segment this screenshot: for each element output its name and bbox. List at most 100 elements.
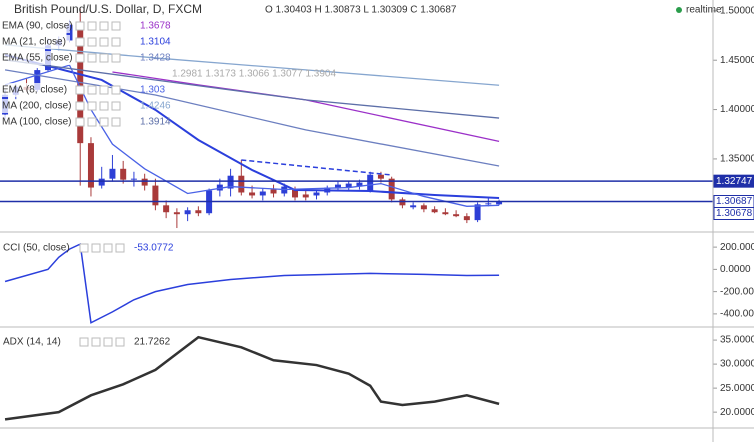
legend-name: EMA (90, close) [2, 21, 73, 32]
candle-body [399, 199, 406, 206]
legend-bg [0, 115, 70, 129]
legend-icon [87, 37, 97, 47]
legend-icon [75, 37, 85, 47]
candle-body [313, 192, 320, 196]
indicator-line [4, 243, 500, 324]
candle-body [77, 24, 84, 144]
candle-body [292, 189, 299, 198]
candle-body [474, 204, 481, 221]
candle-body [130, 178, 137, 180]
legend-faded: 1.2981 1.3173 1.3066 1.3077 1.3904 [172, 69, 336, 80]
candle-body [420, 205, 427, 210]
legend-bg [0, 51, 70, 65]
y-tick-label: 200.0000 [720, 242, 754, 253]
candle-body [367, 174, 374, 191]
legend-value: 1.4246 [140, 101, 171, 112]
legend-icon [99, 101, 109, 111]
legend-icon [115, 243, 125, 253]
legend-icon [111, 101, 121, 111]
legend-name: CCI (50, close) [3, 243, 70, 254]
candle-body [431, 209, 438, 213]
legend-name: MA (21, close) [2, 37, 66, 48]
candle-body [377, 174, 384, 179]
legend-icon [79, 337, 89, 347]
status: realtime [686, 5, 722, 16]
legend-icon [99, 85, 109, 95]
candle-body [302, 194, 309, 198]
ma-line [4, 69, 500, 167]
candle-body [345, 183, 352, 188]
legend-bg [0, 99, 70, 113]
candle-body [98, 178, 105, 186]
chart-title: British Pound/U.S. Dollar, D, FXCM [14, 2, 202, 16]
legend-icon [99, 53, 109, 63]
price-label: 1.30678 [716, 208, 753, 219]
legend-name: EMA (8, close) [2, 85, 67, 96]
legend-icon [87, 53, 97, 63]
price-label-box [713, 174, 754, 188]
y-tick-label: -200.0000 [720, 286, 754, 297]
legend-value: 1.3678 [140, 21, 171, 32]
candle-body [163, 205, 170, 213]
legend-icon [111, 21, 121, 31]
y-tick-label: 30.0000 [720, 359, 754, 370]
legend-icon [87, 85, 97, 95]
legend-name: ADX (14, 14) [3, 337, 61, 348]
candle-body [442, 212, 449, 215]
legend-icon [75, 21, 85, 31]
candle-body [152, 185, 159, 206]
ohlc: O 1.30403 H 1.30873 L 1.30309 C 1.30687 [265, 5, 457, 16]
candle-body [184, 210, 191, 215]
legend-bg [0, 19, 70, 33]
price-label-box [713, 207, 754, 221]
candle-body [453, 214, 460, 217]
legend-icon [79, 243, 89, 253]
label-layer: 1.35000 1.40000 1.45000 1.50000 1.32747 1.306… [0, 2, 754, 418]
legend-icon [99, 21, 109, 31]
legend-icon [87, 21, 97, 31]
candle-body [463, 216, 470, 221]
candle-body [109, 168, 116, 179]
legend-value: 1.3914 [140, 117, 171, 128]
candle-body [259, 191, 266, 196]
candle-body [173, 212, 180, 215]
legend-value: 21.7262 [134, 337, 171, 348]
candle-body [496, 201, 503, 205]
candle-body [485, 203, 492, 205]
candle-body [227, 175, 234, 189]
candle-body [87, 143, 94, 188]
candle-body [141, 178, 148, 186]
legend-bg [0, 35, 70, 49]
legend-icon [75, 85, 85, 95]
legend-icon [99, 117, 109, 127]
candle-body [356, 182, 363, 187]
legend-name: MA (200, close) [2, 101, 71, 112]
y-tick-label: 0.0000 [720, 264, 751, 275]
price-label: 1.32747 [716, 176, 753, 187]
legend-icon [87, 117, 97, 127]
legend-icon [103, 337, 113, 347]
legend-icon [115, 337, 125, 347]
y-tick-label: -400.0000 [720, 309, 754, 320]
legend-icon [87, 101, 97, 111]
y-tick-label: 35.0000 [720, 335, 754, 346]
legend-icon [75, 53, 85, 63]
y-tick-label: 1.40000 [720, 104, 754, 115]
legend-icon [111, 37, 121, 47]
candle-body [120, 168, 127, 180]
legend-value: 1.3428 [140, 53, 171, 64]
legend-name: MA (100, close) [2, 117, 71, 128]
legend-bg [0, 83, 70, 97]
legend-icon [91, 337, 101, 347]
candle-body [388, 178, 395, 200]
candle-body [249, 192, 256, 196]
legend-icon [111, 53, 121, 63]
y-tick-label: 1.50000 [720, 5, 754, 16]
status-dot [676, 7, 682, 13]
indicator-line [4, 335, 500, 421]
candle-body [34, 70, 41, 90]
legend-icon [75, 101, 85, 111]
legend-icon [103, 243, 113, 253]
